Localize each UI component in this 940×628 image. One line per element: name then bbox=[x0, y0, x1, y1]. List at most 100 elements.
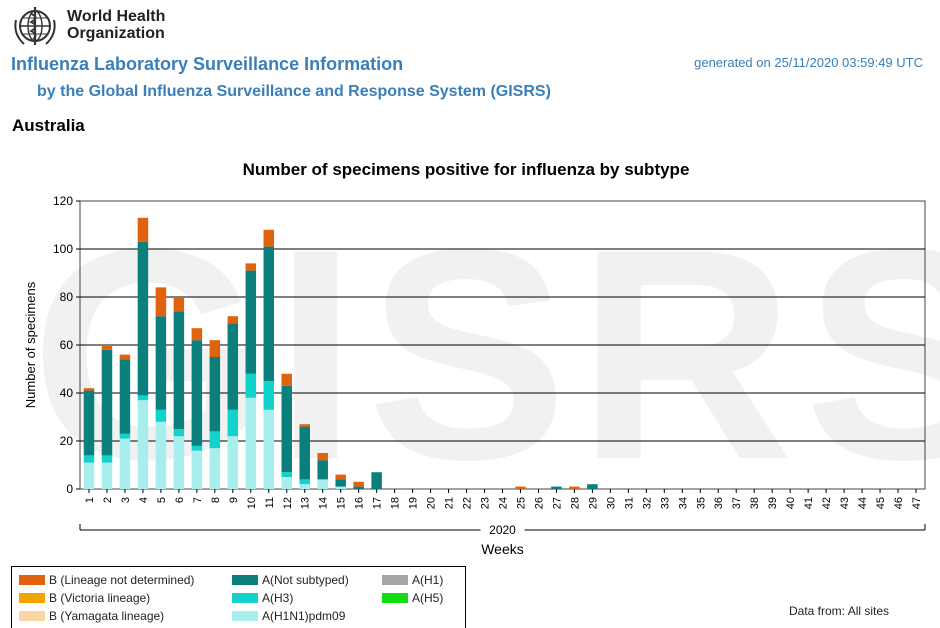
page-title: Influenza Laboratory Surveillance Inform… bbox=[11, 54, 404, 74]
legend-item-a-h1n1pdm09: A(H1N1)pdm09 bbox=[232, 609, 345, 623]
legend-swatch bbox=[19, 611, 45, 621]
bar-segment bbox=[191, 328, 203, 341]
x-tick-label: 18 bbox=[390, 497, 402, 509]
bar-segment bbox=[191, 340, 203, 446]
bar-segment bbox=[209, 431, 221, 449]
y-tick-label: 20 bbox=[60, 434, 74, 448]
y-tick-label: 100 bbox=[53, 242, 73, 256]
bar-segment bbox=[245, 373, 257, 398]
generated-timestamp: generated on 25/11/2020 03:59:49 UTC bbox=[694, 55, 923, 70]
legend-label: A(H5) bbox=[412, 591, 444, 605]
bar-segment bbox=[83, 455, 95, 463]
bar-segment bbox=[335, 479, 346, 487]
bar-segment bbox=[317, 460, 328, 480]
x-tick-label: 6 bbox=[174, 497, 186, 503]
legend-item-a-h3: A(H3) bbox=[232, 591, 293, 605]
x-tick-label: 3 bbox=[120, 497, 132, 503]
legend-swatch bbox=[232, 575, 258, 585]
bar-segment bbox=[263, 381, 275, 410]
x-tick-label: 21 bbox=[444, 497, 456, 509]
x-tick-label: 40 bbox=[785, 497, 797, 509]
x-tick-label: 24 bbox=[498, 497, 510, 509]
legend-label: A(H1) bbox=[412, 573, 444, 587]
bar-segment bbox=[101, 345, 113, 350]
bar-segment bbox=[119, 438, 131, 489]
bar-segment bbox=[227, 316, 239, 324]
bar-segment bbox=[335, 486, 346, 489]
x-tick-label: 28 bbox=[569, 497, 581, 509]
bar-segment bbox=[227, 436, 239, 489]
x-tick-label: 15 bbox=[336, 497, 348, 509]
x-tick-label: 12 bbox=[282, 497, 294, 509]
legend-label: B (Yamagata lineage) bbox=[49, 609, 165, 623]
x-tick-label: 1 bbox=[84, 497, 96, 503]
legend-item-b-not-determined: B (Lineage not determined) bbox=[19, 573, 194, 587]
x-tick-label: 44 bbox=[857, 497, 869, 509]
bar-segment bbox=[209, 340, 221, 357]
bar-segment bbox=[245, 397, 257, 489]
legend-item-a-h5: A(H5) bbox=[382, 591, 443, 605]
x-tick-label: 36 bbox=[713, 497, 725, 509]
x-tick-label: 35 bbox=[695, 497, 707, 509]
x-tick-label: 11 bbox=[264, 497, 276, 508]
bar-segment bbox=[299, 424, 310, 427]
bar-segment bbox=[137, 400, 149, 489]
x-tick-label: 2 bbox=[102, 497, 114, 503]
x-tick-label: 23 bbox=[480, 497, 492, 509]
bar-segment bbox=[173, 436, 185, 489]
y-tick-label: 60 bbox=[60, 338, 74, 352]
y-tick-label: 40 bbox=[60, 386, 74, 400]
y-tick-label: 0 bbox=[66, 482, 73, 496]
x-tick-label: 45 bbox=[875, 497, 887, 509]
bar-segment bbox=[155, 409, 167, 422]
bar-segment bbox=[155, 287, 167, 317]
legend: B (Lineage not determined) B (Victoria l… bbox=[11, 566, 466, 628]
legend-swatch bbox=[232, 611, 258, 621]
y-axis-title: Number of specimens bbox=[23, 281, 38, 408]
x-tick-label: 9 bbox=[228, 497, 240, 503]
x-tick-label: 4 bbox=[138, 497, 150, 503]
bar-segment bbox=[83, 462, 95, 489]
legend-swatch bbox=[19, 593, 45, 603]
bar-segment bbox=[137, 217, 149, 242]
bar-segment bbox=[137, 395, 149, 401]
x-tick-label: 13 bbox=[300, 497, 312, 509]
bar-segment bbox=[101, 462, 113, 489]
bar-segment bbox=[227, 409, 239, 437]
bar-segment bbox=[569, 486, 580, 489]
country-name: Australia bbox=[12, 116, 85, 135]
bar-segment bbox=[551, 486, 562, 489]
bar-segment bbox=[371, 472, 382, 489]
bar-segment bbox=[245, 263, 257, 271]
legend-label: A(Not subtyped) bbox=[262, 573, 349, 587]
org-name: World Health Organization bbox=[67, 8, 165, 42]
x-tick-label: 25 bbox=[515, 497, 527, 509]
legend-swatch bbox=[19, 575, 45, 585]
bar-segment bbox=[155, 316, 167, 410]
legend-item-a-not-subtyped: A(Not subtyped) bbox=[232, 573, 349, 587]
x-tick-label: 47 bbox=[911, 497, 923, 509]
bar-segment bbox=[317, 479, 328, 489]
bar-segment bbox=[281, 373, 293, 386]
bar-segment bbox=[317, 453, 328, 461]
org-name-line1: World Health bbox=[67, 8, 166, 25]
bar-segment bbox=[299, 484, 310, 489]
bar-segment bbox=[299, 479, 310, 485]
x-tick-label: 8 bbox=[210, 497, 222, 503]
bar-segment bbox=[227, 323, 239, 410]
legend-item-b-victoria: B (Victoria lineage) bbox=[19, 591, 150, 605]
bar-segment bbox=[119, 433, 131, 439]
bar-segment bbox=[137, 241, 149, 396]
bar-segment bbox=[281, 472, 293, 477]
bar-segment bbox=[281, 385, 293, 473]
watermark: GISRS bbox=[31, 186, 940, 522]
bar-segment bbox=[173, 297, 185, 312]
x-tick-label: 16 bbox=[354, 497, 366, 509]
page-subtitle: by the Global Influenza Surveillance and… bbox=[37, 83, 551, 100]
bar-segment bbox=[335, 474, 346, 480]
bar-segment bbox=[173, 429, 185, 437]
x-tick-label: 20 bbox=[426, 497, 438, 509]
x-tick-label: 26 bbox=[533, 497, 545, 509]
chart-title: Number of specimens positive for influen… bbox=[242, 160, 690, 179]
bar-segment bbox=[263, 409, 275, 489]
